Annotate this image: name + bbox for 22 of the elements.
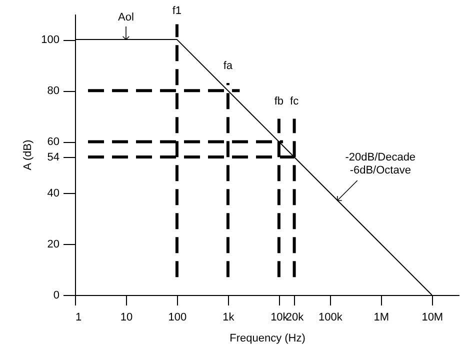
x-tick-label: 100 — [168, 312, 187, 324]
x-tick-label: 1k — [222, 312, 235, 324]
x-tick-label: 100k — [318, 312, 343, 324]
x-tick-label: 10 — [120, 312, 133, 324]
x-tick-label: 1 — [76, 312, 82, 324]
annotation: -20dB/Decade -6dB/Octave — [345, 151, 416, 176]
y-tick-label: 54 — [47, 152, 60, 164]
y-tick-label: 60 — [47, 136, 60, 148]
annotation: fb — [274, 96, 284, 108]
y-tick-label: 20 — [47, 238, 60, 250]
annotation: f1 — [172, 5, 182, 18]
y-tick-label: 100 — [41, 34, 60, 46]
y-tick-label: 80 — [47, 85, 60, 98]
y-axis-title: A (dB) — [22, 140, 34, 170]
y-tick-label: 40 — [47, 187, 60, 200]
annotation: fc — [290, 96, 300, 108]
annotation: fa — [223, 60, 234, 72]
y-tick-label: 0 — [53, 290, 60, 302]
x-tick-label: 1M — [374, 312, 390, 324]
annotation: Aol — [118, 12, 134, 24]
x-axis-title: Frequency (Hz) — [230, 332, 306, 344]
x-tick-label: 10M — [422, 312, 444, 324]
